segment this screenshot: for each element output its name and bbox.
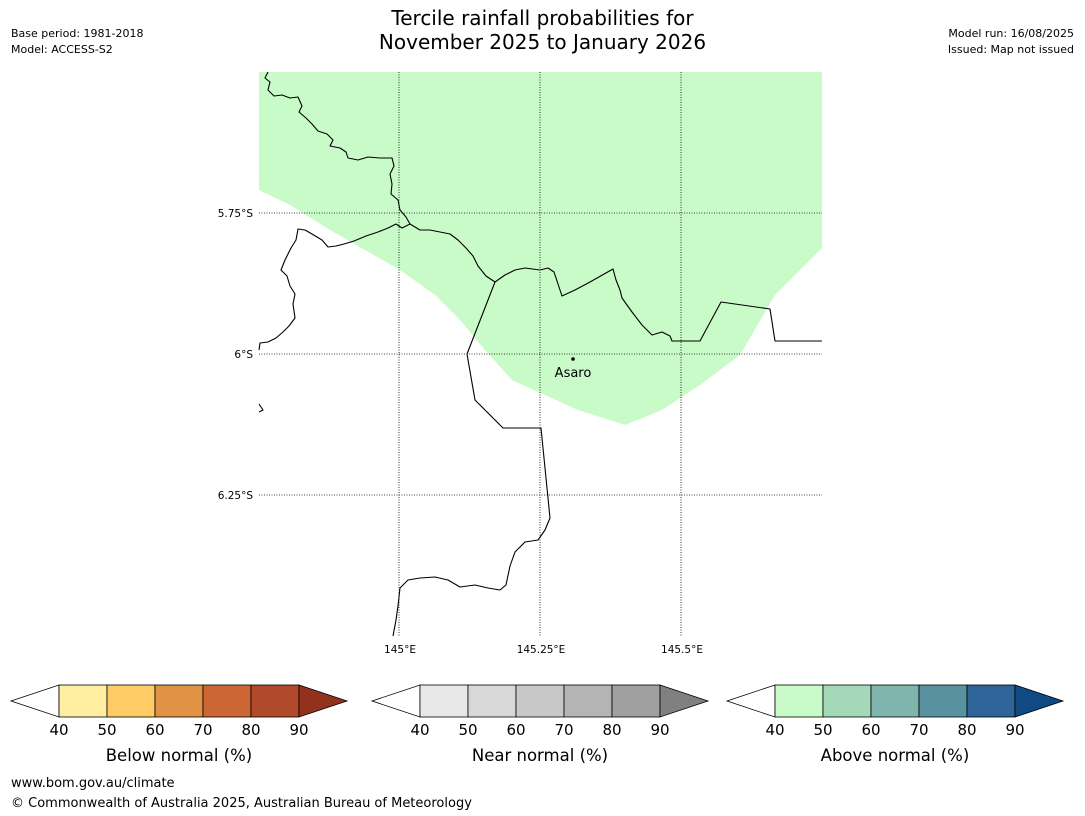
issued-status: Issued: Map not issued [947, 43, 1074, 56]
colorbar-below-segment [58, 684, 108, 718]
colorbar-near-normal: 40 50 60 70 80 90 Near normal (%) [370, 684, 710, 765]
colorbar-below-tick: 40 [49, 721, 68, 739]
colorbar-above-tick: 60 [861, 721, 880, 739]
colorbar-legend: 40 50 60 70 80 90 Below normal (%) 40 50 60 70 80 9… [9, 684, 1065, 765]
meta-left: Base period: 1981-2018 Model: ACCESS-S2 [11, 26, 143, 58]
colorbar-below-tick: 50 [97, 721, 116, 739]
meta-right: Model run: 16/08/2025 Issued: Map not is… [948, 26, 1074, 58]
colorbar-near-tick: 70 [554, 721, 573, 739]
boundary-fragment [258, 403, 264, 413]
map-canvas: Asaro 5.75°S 6°S 6.25°S 145°E 145.25°E 1… [218, 71, 822, 656]
colorbar-near-segment [419, 684, 469, 718]
colorbar-below-label: Below normal (%) [106, 746, 253, 765]
lon-label-145: 145°E [384, 644, 416, 656]
lon-label-145-5: 145.5°E [661, 644, 703, 656]
title-line-1: Tercile rainfall probabilities for [391, 6, 694, 30]
colorbar-above-normal: 40 50 60 70 80 90 Above normal (%) [725, 684, 1065, 765]
boundary-central [392, 281, 551, 637]
model-name: Model: ACCESS-S2 [11, 43, 113, 56]
colorbar-near-tick: 60 [506, 721, 525, 739]
above-normal-shading [259, 72, 822, 425]
colorbar-near-tick: 80 [602, 721, 621, 739]
colorbar-above-label: Above normal (%) [821, 746, 970, 765]
boundary-northern [258, 71, 411, 351]
colorbar-near-segment [515, 684, 565, 718]
colorbar-below-normal: 40 50 60 70 80 90 Below normal (%) [9, 684, 349, 765]
footer-url[interactable]: www.bom.gov.au/climate [11, 776, 175, 791]
colorbar-above-extend-high [1014, 684, 1065, 718]
colorbar-below-segment [106, 684, 156, 718]
model-run: Model run: 16/08/2025 [948, 27, 1074, 40]
colorbar-above-segment [966, 684, 1016, 718]
colorbar-above-tick: 70 [909, 721, 928, 739]
colorbar-below-segment [202, 684, 252, 718]
colorbar-near-label: Near normal (%) [472, 746, 608, 765]
colorbar-near-tick: 40 [410, 721, 429, 739]
lat-label-5-75: 5.75°S [218, 208, 254, 220]
boundary-east [409, 223, 822, 342]
map-title: Tercile rainfall probabilities for Novem… [0, 6, 1085, 54]
colorbar-near-extend-low [370, 684, 421, 718]
colorbar-near-segment [563, 684, 613, 718]
colorbar-above-tick: 80 [957, 721, 976, 739]
colorbar-above-segment [774, 684, 824, 718]
colorbar-below-segment [154, 684, 204, 718]
colorbar-above-tick: 40 [765, 721, 784, 739]
colorbar-below-tick: 80 [241, 721, 260, 739]
colorbar-below-tick: 60 [145, 721, 164, 739]
colorbar-near-extend-high [659, 684, 710, 718]
title-line-2: November 2025 to January 2026 [378, 30, 707, 54]
footer: www.bom.gov.au/climate © Commonwealth of… [11, 774, 472, 814]
colorbar-above-tick: 90 [1005, 721, 1024, 739]
footer-copyright: © Commonwealth of Australia 2025, Austra… [11, 796, 472, 811]
colorbar-near-segment [611, 684, 661, 718]
colorbar-near-tick: 90 [650, 721, 669, 739]
colorbar-below-tick: 90 [289, 721, 308, 739]
colorbar-above-tick: 50 [813, 721, 832, 739]
colorbar-below-extend-high [298, 684, 349, 718]
colorbar-below-tick: 70 [193, 721, 212, 739]
colorbar-above-segment [918, 684, 968, 718]
colorbar-above-extend-low [725, 684, 776, 718]
colorbar-near-tick: 50 [458, 721, 477, 739]
colorbar-above-segment [870, 684, 920, 718]
colorbar-below-segment [250, 684, 300, 718]
lon-label-145-25: 145.25°E [517, 644, 566, 656]
base-period: Base period: 1981-2018 [11, 27, 144, 40]
colorbar-below-extend-low [9, 684, 60, 718]
lat-label-6-25: 6.25°S [218, 490, 254, 502]
colorbar-near-segment [467, 684, 517, 718]
colorbar-above-segment [822, 684, 872, 718]
lat-label-6: 6°S [234, 349, 253, 361]
asaro-label: Asaro [555, 366, 592, 381]
asaro-point [571, 357, 575, 361]
